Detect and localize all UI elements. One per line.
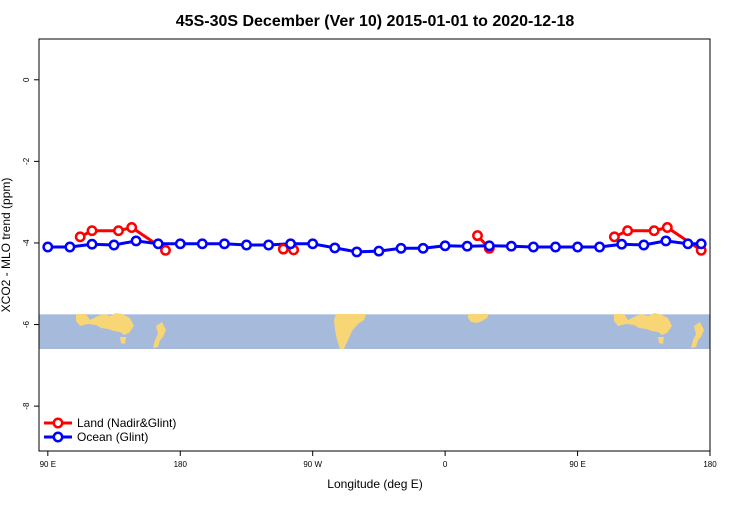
data-point <box>351 246 363 258</box>
data-point <box>218 238 230 250</box>
y-tick-label: -2 <box>22 157 31 165</box>
map-landmass <box>658 337 664 344</box>
data-point <box>461 240 473 252</box>
data-point <box>483 240 495 252</box>
map-landmass <box>691 322 704 348</box>
data-point <box>277 243 289 255</box>
data-point <box>395 242 407 254</box>
legend-land-marker <box>52 417 64 429</box>
y-tick-label: -8 <box>22 402 31 410</box>
plot-frame <box>38 38 711 452</box>
data-point <box>682 238 694 250</box>
data-point <box>160 244 171 256</box>
y-tick-label: -6 <box>22 320 31 328</box>
data-point <box>661 222 673 233</box>
data-point <box>174 238 186 250</box>
data-point <box>86 238 98 250</box>
x-tick-label: 180 <box>703 460 717 469</box>
data-point <box>527 241 539 253</box>
data-point <box>660 235 672 247</box>
data-point <box>472 230 483 242</box>
map-landmass <box>76 313 134 335</box>
world-map-strip <box>39 313 710 350</box>
data-point <box>594 241 606 253</box>
data-point <box>285 238 297 250</box>
x-tick-label: 90 E <box>40 460 56 469</box>
data-point <box>373 245 385 257</box>
data-point <box>126 222 138 233</box>
data-point <box>42 241 54 253</box>
data-point <box>130 235 142 247</box>
data-point <box>439 240 451 252</box>
data-point <box>550 241 561 253</box>
y-axis: 0 -2 -4 -6 -8 <box>22 77 39 410</box>
y-tick-label: -4 <box>22 239 31 247</box>
data-point <box>616 238 628 250</box>
data-point <box>113 225 124 237</box>
map-landmass <box>614 313 672 335</box>
x-tick-label: 0 <box>443 460 448 469</box>
chart-title: 45S-30S December (Ver 10) 2015-01-01 to … <box>176 13 575 30</box>
data-point <box>638 239 650 251</box>
data-point <box>86 225 98 237</box>
x-tick-label: 90 E <box>569 460 585 469</box>
map-landmass <box>468 314 489 323</box>
data-point <box>74 231 86 243</box>
data-point <box>108 239 120 251</box>
data-point <box>695 238 707 250</box>
legend: Land (Nadir&Glint) Ocean (Glint) <box>44 416 176 444</box>
data-point <box>241 239 252 251</box>
y-axis-label: XCO2 - MLO trend (ppm) <box>0 178 13 313</box>
legend-land-label: Land (Nadir&Glint) <box>77 416 176 430</box>
y-tick-label: 0 <box>22 77 31 82</box>
map-landmass <box>153 322 166 348</box>
data-point <box>152 238 164 250</box>
x-axis: 90 E 180 90 W 0 90 E 180 <box>40 451 717 469</box>
map-landmass <box>120 337 126 344</box>
data-point <box>505 240 517 252</box>
data-point <box>417 242 429 254</box>
map-ocean <box>39 314 710 350</box>
x-tick-label: 90 W <box>303 460 322 469</box>
data-point <box>196 238 208 250</box>
legend-ocean-label: Ocean (Glint) <box>77 430 148 444</box>
data-point <box>622 225 634 237</box>
data-point <box>307 238 319 250</box>
data-point <box>608 231 620 243</box>
x-tick-label: 180 <box>174 460 188 469</box>
map-landmass <box>334 314 366 349</box>
data-point <box>64 241 76 253</box>
data-point <box>329 242 341 254</box>
series-layer <box>42 222 707 258</box>
data-point <box>572 241 584 253</box>
legend-ocean-marker <box>52 431 64 443</box>
data-point <box>263 239 275 251</box>
x-axis-label: Longitude (deg E) <box>327 477 422 491</box>
data-point <box>648 225 660 237</box>
